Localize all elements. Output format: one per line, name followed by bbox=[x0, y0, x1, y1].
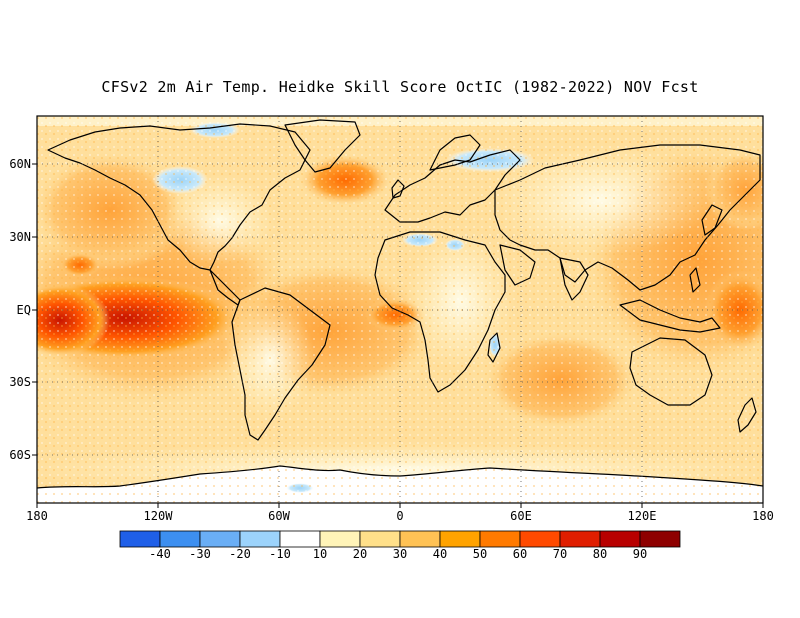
shaded-field bbox=[37, 116, 763, 503]
colorbar-box bbox=[439, 530, 481, 548]
coast-asia bbox=[494, 144, 761, 291]
colorbar-label: -40 bbox=[149, 547, 171, 561]
colorbar-box bbox=[479, 530, 521, 548]
colorbar-box bbox=[519, 530, 561, 548]
y-tick-30s: 30S bbox=[9, 375, 31, 389]
colorbar-label: -30 bbox=[189, 547, 211, 561]
coast-british-isles bbox=[391, 179, 405, 199]
coast-antarctica bbox=[37, 465, 763, 489]
coast-australia bbox=[629, 337, 713, 406]
colorbar-label: 20 bbox=[352, 547, 368, 561]
colorbar-label: 10 bbox=[312, 547, 328, 561]
x-tick-120e: 120E bbox=[627, 509, 657, 523]
coast-madagascar bbox=[487, 332, 501, 363]
y-tick-eq: EQ bbox=[16, 303, 31, 317]
colorbar-label: 50 bbox=[472, 547, 488, 561]
y-tick-60s: 60S bbox=[9, 448, 31, 462]
colorbar-box bbox=[239, 530, 281, 548]
coast-new-zealand bbox=[737, 397, 757, 433]
colorbar-box bbox=[159, 530, 201, 548]
colorbar-box bbox=[399, 530, 441, 548]
colorbar-label: 90 bbox=[632, 547, 648, 561]
colorbar-box bbox=[559, 530, 601, 548]
coast-europe bbox=[384, 149, 521, 223]
coast-indonesia bbox=[619, 299, 721, 333]
x-tick-180w: 180 bbox=[26, 509, 48, 523]
colorbar-label: -20 bbox=[229, 547, 251, 561]
colorbar-label: 80 bbox=[592, 547, 608, 561]
axis-ticks bbox=[32, 163, 764, 508]
colorbar-label: 30 bbox=[392, 547, 408, 561]
gridlines bbox=[37, 116, 763, 503]
x-tick-60w: 60W bbox=[268, 509, 290, 523]
colorbar-label: 60 bbox=[512, 547, 528, 561]
colorbar-box bbox=[119, 530, 161, 548]
y-tick-60n: 60N bbox=[9, 157, 31, 171]
colorbar-label: 40 bbox=[432, 547, 448, 561]
coast-arabia bbox=[499, 244, 536, 286]
coast-india bbox=[559, 257, 589, 301]
figure-title: CFSv2 2m Air Temp. Heidke Skill Score Oc… bbox=[101, 78, 699, 96]
colorbar-box bbox=[279, 530, 321, 548]
colorbar-box bbox=[319, 530, 361, 548]
field-texture bbox=[37, 116, 763, 503]
coastlines bbox=[37, 119, 763, 489]
colorbar-boxes bbox=[119, 530, 681, 548]
coast-greenland bbox=[284, 119, 361, 173]
coast-south-america bbox=[231, 287, 331, 441]
coast-north-america bbox=[47, 123, 311, 271]
x-tick-60e: 60E bbox=[510, 509, 532, 523]
colorbar-label: -10 bbox=[269, 547, 291, 561]
x-tick-0: 0 bbox=[396, 509, 404, 523]
colorbar-box bbox=[639, 530, 681, 548]
colorbar-label: 70 bbox=[552, 547, 568, 561]
x-tick-120w: 120W bbox=[143, 509, 173, 523]
colorbar-box bbox=[599, 530, 641, 548]
coast-africa bbox=[374, 231, 506, 393]
coast-philippines bbox=[689, 267, 701, 293]
colorbar-box bbox=[199, 530, 241, 548]
x-tick-180e: 180 bbox=[752, 509, 774, 523]
coast-japan bbox=[701, 204, 723, 236]
y-tick-30n: 30N bbox=[9, 230, 31, 244]
colorbar-box bbox=[359, 530, 401, 548]
